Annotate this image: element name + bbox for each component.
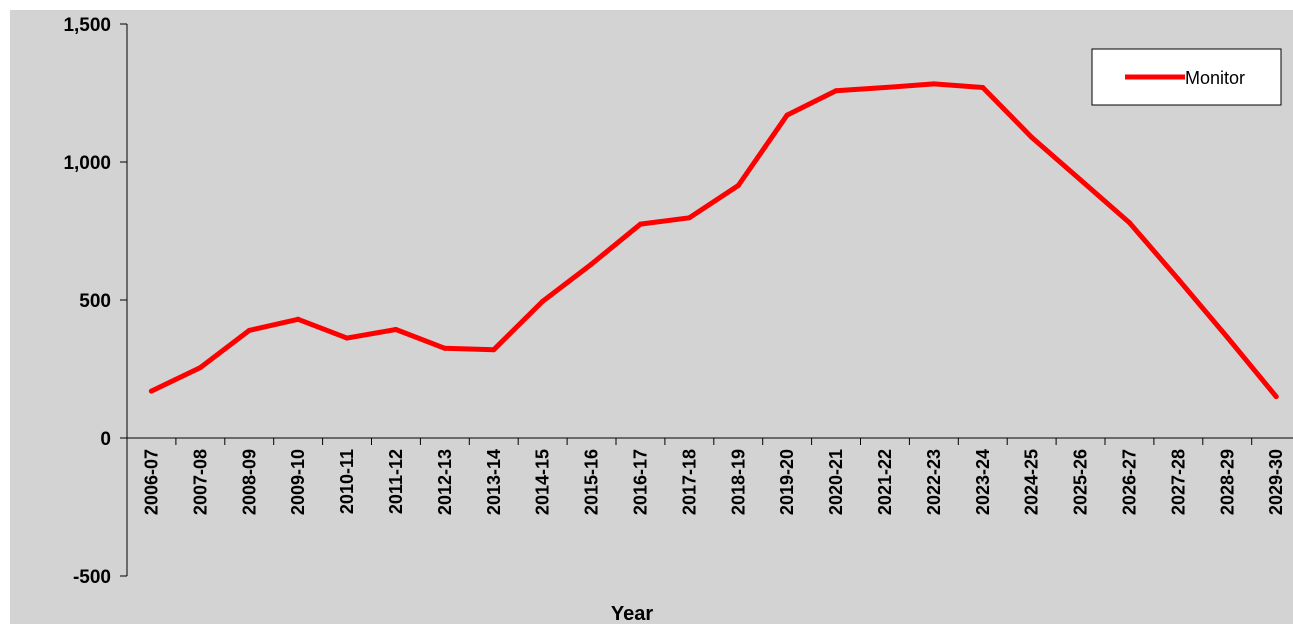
- data-point: [1127, 220, 1132, 226]
- x-tick-label: 2009-10: [288, 449, 308, 515]
- data-point: [1224, 334, 1230, 340]
- x-tick-label: 2027-28: [1168, 449, 1188, 515]
- legend: Monitor: [1091, 48, 1282, 106]
- x-tick-label: 2017-18: [679, 449, 699, 515]
- series-line-monitor: [148, 81, 1279, 400]
- x-tick-label: 2029-30: [1266, 449, 1286, 515]
- y-tick-label: 1,500: [63, 15, 111, 36]
- x-tick-label: 2019-20: [777, 449, 797, 515]
- x-tick-label: 2011-12: [386, 449, 406, 514]
- data-point: [931, 81, 937, 87]
- x-tick-label: 2025-26: [1071, 449, 1091, 515]
- y-tick-label: 500: [79, 291, 111, 312]
- x-tick-label: 2028-29: [1217, 449, 1237, 515]
- x-tick-label: 2018-19: [728, 449, 748, 515]
- y-tick-label: -500: [73, 567, 111, 588]
- data-point: [393, 327, 399, 332]
- y-axis: -500 0 500 1,000 1,500: [63, 15, 128, 588]
- data-point: [197, 365, 203, 371]
- x-tick-label: 2007-08: [190, 449, 210, 515]
- x-tick-label: 2023-24: [973, 449, 993, 515]
- legend-box: [1091, 48, 1282, 106]
- x-axis-title: Year: [611, 603, 653, 624]
- x-tick-label: 2021-22: [875, 449, 895, 515]
- plot-area-background: [10, 10, 1293, 624]
- data-point: [344, 335, 350, 341]
- x-tick-label: 2010-11: [337, 449, 357, 514]
- data-point: [1175, 276, 1181, 282]
- x-tick-label: 2026-27: [1119, 449, 1139, 515]
- data-point: [148, 388, 154, 394]
- data-point: [540, 298, 546, 304]
- x-tick-label: 2013-14: [484, 449, 504, 515]
- data-point: [1273, 394, 1279, 400]
- x-tick-label: 2015-16: [582, 449, 602, 515]
- data-point: [589, 261, 594, 267]
- data-point: [735, 183, 741, 188]
- y-tick-label: 1,000: [63, 153, 111, 174]
- data-point: [638, 221, 643, 227]
- series-layer: [148, 81, 1279, 400]
- data-point: [784, 112, 790, 118]
- data-point: [1078, 177, 1083, 183]
- x-tick-label: 2024-25: [1022, 449, 1042, 515]
- x-tick-label: 2022-23: [924, 449, 944, 515]
- x-tick-label: 2008-09: [239, 449, 259, 515]
- data-point: [980, 85, 986, 90]
- data-point: [442, 345, 448, 351]
- data-point: [491, 347, 497, 353]
- y-tick-label: 0: [100, 429, 111, 450]
- data-point: [833, 88, 839, 94]
- data-point: [295, 316, 301, 322]
- x-axis: 2006-07 2007-08 2008-09 2009-10 2010-11 2011-…: [126, 437, 1293, 515]
- data-point: [1029, 134, 1035, 140]
- x-tick-label: 2016-17: [630, 449, 650, 515]
- data-point: [882, 85, 888, 90]
- x-tick-label: 2014-15: [533, 449, 553, 515]
- x-tick-label: 2012-13: [435, 449, 455, 515]
- x-tick-label: 2020-21: [826, 449, 846, 515]
- x-tick-label: 2006-07: [141, 449, 161, 515]
- data-point: [246, 327, 252, 333]
- data-point: [686, 215, 692, 221]
- legend-label-monitor: Monitor: [1185, 68, 1245, 88]
